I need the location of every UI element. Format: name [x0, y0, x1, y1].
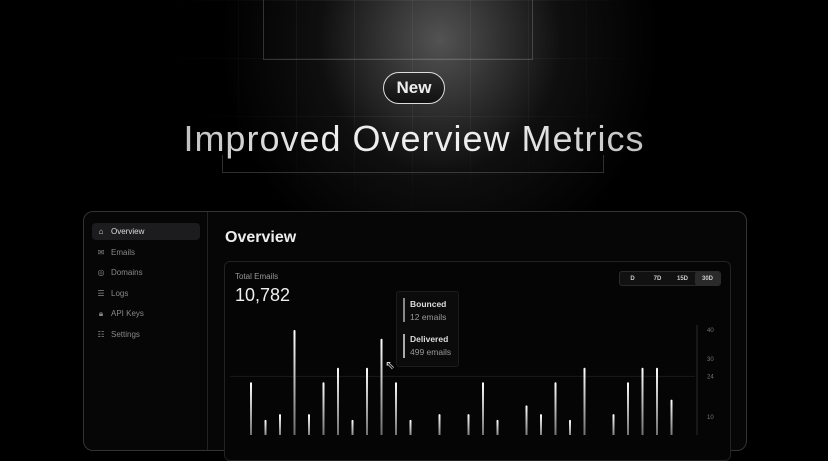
range-selector: D 7D 15D 30D: [619, 271, 721, 286]
chart-bar[interactable]: [337, 367, 339, 435]
chart-bar[interactable]: [395, 382, 397, 435]
bounced-indicator: [403, 298, 405, 322]
chart-bar[interactable]: [496, 419, 499, 435]
tooltip-value: 12 emails: [410, 312, 447, 322]
delivered-indicator: [403, 334, 405, 358]
chart-bar[interactable]: [293, 330, 296, 435]
y-tick-label: 40: [707, 328, 714, 334]
sidebar-item-label: Settings: [111, 330, 140, 339]
logs-icon: ☰: [97, 288, 105, 298]
chart-bar[interactable]: [656, 367, 658, 435]
chart-bar[interactable]: [569, 419, 571, 435]
sidebar-item-settings[interactable]: ☷ Settings: [92, 326, 200, 343]
sidebar-item-label: Logs: [111, 289, 129, 298]
chart-bar[interactable]: [366, 367, 368, 435]
sidebar-item-domains[interactable]: ◎ Domains: [92, 264, 200, 281]
sidebar-item-label: Emails: [111, 248, 136, 257]
sidebar-item-emails[interactable]: ✉ Emails: [92, 244, 200, 261]
sidebar-item-label: API Keys: [111, 309, 144, 318]
chart-bar[interactable]: [641, 367, 644, 435]
lock-icon: 🔒︎: [98, 308, 104, 318]
sidebar-item-logs[interactable]: ☰ Logs: [92, 285, 200, 302]
range-30d[interactable]: 30D: [695, 272, 720, 285]
chart-bar[interactable]: [525, 405, 528, 435]
range-15d[interactable]: 15D: [676, 275, 688, 282]
chart-bar[interactable]: [250, 382, 252, 435]
chart-bar[interactable]: [380, 338, 383, 435]
chart-bar[interactable]: [554, 382, 557, 435]
total-emails-value: 10,782: [235, 285, 291, 305]
y-tick-label: 24: [707, 374, 714, 380]
y-tick-label: 10: [707, 415, 714, 421]
cursor-icon: ⇖: [385, 358, 396, 372]
y-tick-label: 30: [707, 357, 714, 363]
chart-bar[interactable]: [670, 399, 673, 435]
sliders-icon: ☷: [97, 329, 105, 339]
decor-frame: [263, 0, 533, 60]
chart-bar[interactable]: [279, 414, 281, 435]
chart-bar[interactable]: [438, 414, 441, 435]
chart-bar[interactable]: [540, 414, 542, 435]
range-7d[interactable]: 7D: [653, 275, 662, 282]
decor-frame: [222, 155, 604, 173]
tooltip-title: Bounced: [410, 299, 447, 309]
chart-bar[interactable]: [482, 382, 484, 435]
card-label: Total Emails: [235, 272, 279, 281]
sidebar-item-api-keys[interactable]: 🔒︎ API Keys: [92, 305, 200, 322]
sidebar-item-label: Overview: [111, 227, 145, 236]
chart-bar[interactable]: [351, 419, 354, 435]
home-icon: ⌂: [98, 226, 104, 236]
sidebar: ⌂ Overview ✉ Emails ◎ Domains ☰ Logs 🔒︎ API K…: [84, 212, 208, 450]
range-d[interactable]: D: [630, 275, 635, 282]
new-badge: New: [383, 72, 445, 104]
mail-icon: ✉: [97, 247, 105, 257]
hero-title: Improved Overview Metrics: [0, 118, 828, 160]
background-grid: [180, 0, 640, 210]
page-title: Overview: [225, 229, 297, 246]
email-bar-chart: 40 30 24 10: [230, 325, 714, 435]
chart-bar[interactable]: [308, 414, 310, 435]
chart-bar[interactable]: [583, 367, 586, 435]
dashboard-window: ⌂ Overview ✉ Emails ◎ Domains ☰ Logs 🔒︎ API K…: [83, 211, 747, 461]
sidebar-item-label: Domains: [111, 268, 143, 277]
chart-bar[interactable]: [322, 382, 325, 435]
chart-tooltip: Bounced 12 emails Delivered 499 emails: [396, 291, 459, 367]
chart-bar[interactable]: [264, 419, 267, 435]
tooltip-title: Delivered: [410, 334, 449, 344]
chart-bar[interactable]: [467, 414, 470, 435]
chart-bar[interactable]: [612, 414, 615, 435]
sidebar-item-overview[interactable]: ⌂ Overview: [92, 223, 200, 240]
globe-icon: ◎: [97, 267, 105, 277]
chart-bar[interactable]: [627, 382, 629, 435]
chart-bar[interactable]: [409, 419, 412, 435]
tooltip-value: 499 emails: [410, 347, 452, 357]
